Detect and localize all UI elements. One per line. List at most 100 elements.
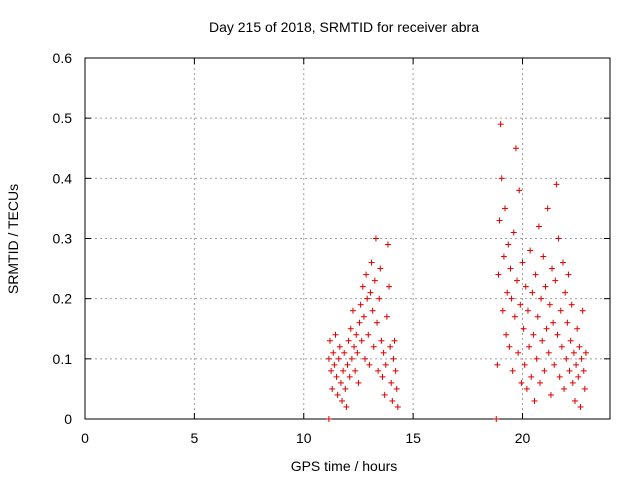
data-point: [553, 181, 560, 188]
y-tick-label: 0.4: [53, 170, 73, 186]
data-point: [505, 241, 512, 248]
data-point: [375, 367, 382, 374]
data-point: [335, 355, 342, 362]
data-point: [356, 319, 363, 326]
y-tick-label: 0.6: [53, 50, 73, 66]
data-point: [389, 397, 396, 404]
data-point: [543, 325, 550, 332]
data-point: [504, 289, 511, 296]
x-tick-label: 0: [81, 430, 89, 446]
data-point: [346, 373, 353, 380]
data-point: [572, 397, 578, 404]
data-point: [519, 259, 526, 266]
data-point: [381, 391, 388, 398]
data-point: [502, 205, 508, 212]
data-point: [552, 277, 559, 284]
data-point: [509, 367, 516, 374]
data-point: [496, 217, 503, 224]
data-point: [367, 289, 374, 296]
data-point: [364, 295, 371, 302]
data-point: [352, 367, 359, 374]
data-point: [558, 343, 565, 350]
data-point: [340, 367, 347, 374]
data-point: [516, 187, 523, 194]
data-point: [564, 319, 571, 326]
data-point: [557, 307, 564, 314]
y-tick-label: 0.1: [53, 351, 73, 367]
data-point: [542, 283, 549, 290]
data-point: [576, 343, 583, 350]
data-point: [567, 337, 574, 344]
data-point: [535, 223, 542, 230]
x-tick-label: 15: [405, 430, 421, 446]
data-point: [507, 265, 514, 272]
data-point: [534, 313, 541, 320]
data-point: [336, 343, 343, 350]
data-point: [581, 385, 588, 392]
data-point: [339, 397, 346, 404]
data-point: [332, 331, 339, 338]
data-point: [379, 373, 386, 380]
data-point: [520, 325, 527, 332]
y-axis-label: SRMTID / TECUs: [5, 184, 21, 294]
data-point: [549, 265, 556, 272]
data-point: [366, 361, 373, 368]
data-point: [582, 349, 589, 356]
data-point: [500, 253, 507, 260]
data-point: [376, 295, 383, 302]
data-point: [328, 367, 335, 374]
data-point: [550, 319, 557, 326]
data-point: [497, 121, 504, 128]
data-point: [494, 361, 501, 368]
data-point: [508, 295, 515, 302]
data-point: [388, 379, 395, 386]
data-point: [506, 343, 513, 350]
data-point: [533, 355, 540, 362]
data-point: [498, 175, 505, 182]
data-point: [325, 355, 332, 362]
data-point: [528, 373, 535, 380]
data-point: [330, 349, 337, 356]
x-tick-label: 20: [515, 430, 531, 446]
data-point: [499, 307, 506, 314]
data-point: [360, 313, 367, 320]
data-point: [333, 373, 340, 380]
y-tick-label: 0: [64, 411, 72, 427]
data-point: [547, 391, 554, 398]
data-point: [544, 205, 551, 212]
data-point: [325, 416, 332, 422]
data-point: [503, 331, 510, 338]
data-point: [541, 367, 548, 374]
data-point: [555, 235, 562, 242]
data-point: [514, 277, 521, 284]
data-point: [531, 397, 538, 404]
data-point: [372, 235, 379, 242]
data-point: [574, 325, 581, 332]
data-point: [345, 337, 352, 344]
data-point: [393, 385, 400, 392]
data-point: [495, 271, 502, 278]
data-point: [359, 283, 366, 290]
data-point: [556, 373, 563, 380]
data-point: [569, 379, 576, 386]
data-point: [579, 307, 586, 314]
data-point: [341, 349, 348, 356]
data-point: [386, 283, 393, 290]
data-point: [580, 367, 587, 374]
y-tick-label: 0.5: [53, 110, 73, 126]
y-tick-label: 0.2: [53, 291, 73, 307]
data-point: [518, 379, 525, 386]
data-point: [371, 277, 378, 284]
data-point: [561, 385, 568, 392]
data-point: [391, 337, 398, 344]
data-point: [563, 355, 570, 362]
data-point: [537, 379, 543, 386]
data-point: [578, 355, 585, 362]
data-point: [521, 361, 528, 368]
data-point: [378, 337, 385, 344]
data-point: [344, 361, 351, 368]
x-tick-label: 5: [190, 430, 198, 446]
data-point: [526, 343, 533, 350]
data-point: [539, 337, 546, 344]
data-point: [566, 367, 573, 374]
